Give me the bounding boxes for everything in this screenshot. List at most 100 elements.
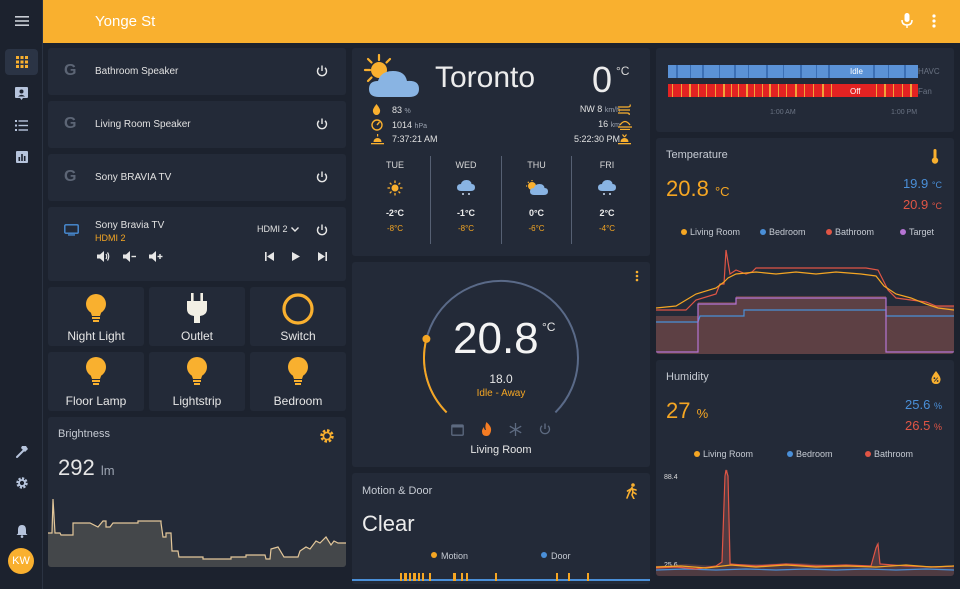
forecast-day: TUE -2°C -8°C (385, 160, 405, 233)
divider (501, 156, 502, 244)
sidebar-item-overview[interactable] (5, 49, 38, 75)
media-name: Bathroom Speaker (95, 66, 179, 77)
tile-lightstrip[interactable]: Lightstrip (149, 352, 245, 411)
sidebar-item-settings[interactable] (5, 470, 38, 496)
legend-dot (826, 229, 832, 235)
axis-min-label: 25.6 (664, 562, 678, 569)
television-icon (64, 224, 79, 236)
forecast-day: FRI 2°C -4°C (598, 160, 616, 233)
skip-previous-icon (265, 252, 274, 261)
temperature-card[interactable]: Temperature 20.8 °C 19.9 °C 20.9 °C Livi… (656, 138, 954, 354)
next-track-button[interactable] (318, 252, 327, 261)
door-timeline (352, 579, 650, 581)
thermometer-icon (931, 149, 939, 164)
tile-night-light[interactable]: Night Light (48, 287, 144, 346)
weather-sunset: 5:22:30 PM (573, 134, 620, 144)
thermostat-card[interactable]: 20.8 °C 18.0 Idle - Away Living Room (352, 262, 650, 467)
walk-icon (626, 483, 638, 499)
hvac-state-label: Idle (850, 67, 863, 76)
sunset-icon (618, 134, 631, 145)
tile-outlet[interactable]: Outlet (149, 287, 245, 346)
sidebar-item-contacts[interactable] (5, 80, 38, 106)
gear-icon (15, 477, 28, 489)
power-button[interactable] (316, 171, 328, 183)
previous-track-button[interactable] (265, 252, 274, 261)
temperature-max: 20.9 °C (902, 197, 942, 212)
card-title: Humidity (666, 371, 709, 383)
source-select[interactable]: HDMI 2 (257, 224, 299, 234)
partly-cloudy-icon (525, 180, 548, 196)
bulb-icon (185, 357, 209, 387)
sidebar-item-developer-tools[interactable] (5, 438, 38, 464)
notifications-button[interactable] (5, 518, 38, 544)
off-mode-button[interactable] (539, 423, 551, 435)
snow-cloud-icon (598, 180, 616, 196)
brightness-icon (319, 428, 335, 444)
tile-switch[interactable]: Switch (250, 287, 346, 346)
sidebar-item-history[interactable] (5, 144, 38, 170)
legend-label: Bedroom (769, 227, 806, 237)
partly-cloudy-icon (361, 54, 427, 100)
tile-label: Lightstrip (172, 394, 222, 408)
volume-button[interactable] (97, 251, 110, 262)
chevron-down-icon (290, 226, 299, 232)
plug-icon (185, 293, 209, 325)
power-button[interactable] (316, 65, 328, 77)
more-options-button[interactable] (635, 270, 639, 282)
play-button[interactable] (292, 252, 300, 261)
microphone-icon (901, 13, 913, 28)
hvac-status: Idle - Away (476, 388, 526, 399)
power-button[interactable] (316, 118, 328, 130)
snow-cloud-icon (457, 180, 475, 196)
grid-icon (15, 56, 28, 68)
thermostat-name: Living Room (470, 444, 532, 456)
divider (430, 156, 431, 244)
weather-city: Toronto (435, 61, 536, 94)
overflow-menu-button[interactable] (932, 14, 936, 28)
legend-dot-motion (431, 552, 437, 558)
source-select-value: HDMI 2 (257, 224, 288, 234)
target-temp: 18.0 (489, 372, 513, 386)
tv-name: Sony Bravia TV (95, 220, 165, 231)
weather-wind: NW 8 km/h (579, 104, 620, 114)
legend-dot (865, 451, 871, 457)
history-card[interactable]: Idle Off HAVC Fan 1:00 AM 1:00 PM (656, 48, 954, 132)
tv-media-card: Sony Bravia TV HDMI 2 HDMI 2 (48, 207, 346, 281)
thermostat-dial[interactable] (352, 262, 650, 427)
volume-up-button[interactable] (149, 251, 163, 262)
gauge-icon (371, 119, 383, 131)
google-icon: G (64, 115, 77, 132)
tile-bedroom[interactable]: Bedroom (250, 352, 346, 411)
brightness-card[interactable]: Brightness 292 lm (48, 417, 346, 567)
volume-minus-icon (123, 251, 136, 262)
current-temp-unit: °C (542, 320, 556, 334)
weather-temp-unit: °C (616, 64, 630, 78)
humidity-card[interactable]: Humidity 27 % 25.6 % 26.5 % Living Room … (656, 360, 954, 576)
voice-button[interactable] (901, 13, 913, 29)
power-button[interactable] (316, 224, 328, 236)
sidebar-item-list[interactable] (5, 112, 38, 138)
media-card-sony-bravia-tv[interactable]: G Sony BRAVIA TV (48, 154, 346, 201)
tile-label: Switch (280, 329, 316, 343)
schedule-mode-button[interactable] (451, 423, 464, 436)
hvac-history-bars (668, 65, 918, 97)
google-icon: G (64, 168, 77, 185)
humidity-min: 25.6 % (905, 397, 942, 412)
heat-mode-button[interactable] (481, 422, 492, 436)
legend-label: Living Room (690, 227, 741, 237)
media-card-living-room-speaker[interactable]: G Living Room Speaker (48, 101, 346, 148)
motion-door-card[interactable]: Motion & Door Clear Motion Door (352, 473, 650, 584)
current-temp: 20.8 (453, 314, 539, 363)
weather-card[interactable]: Toronto 0 °C 83 % 1014 hPa 7:37:21 AM NW… (352, 48, 650, 256)
volume-plus-icon (149, 251, 163, 262)
tile-floor-lamp[interactable]: Floor Lamp (48, 352, 144, 411)
cool-mode-button[interactable] (509, 423, 522, 436)
avatar[interactable]: KW (8, 548, 34, 574)
legend-dot (787, 451, 793, 457)
menu-button[interactable] (5, 8, 38, 34)
media-card-bathroom-speaker[interactable]: G Bathroom Speaker (48, 48, 346, 95)
google-icon: G (64, 62, 77, 79)
power-icon (316, 224, 328, 236)
volume-down-button[interactable] (123, 251, 136, 262)
legend-label-motion: Motion (441, 551, 469, 561)
